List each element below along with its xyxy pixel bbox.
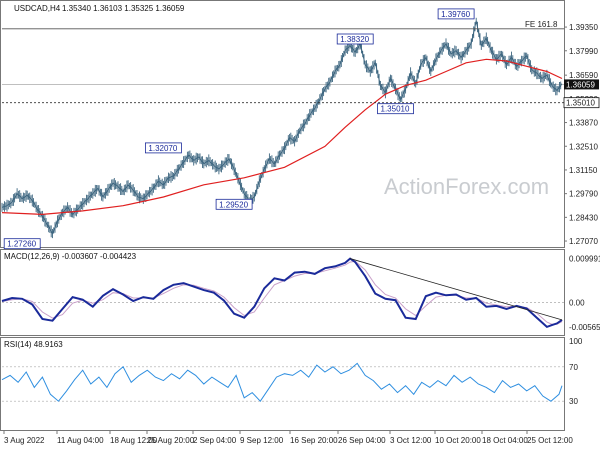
x-tick-label: 9 Sep 12:00 [240,436,284,445]
price-y-tick-label: 1.31150 [569,166,598,175]
price-series [1,20,563,235]
fe-level-label: FE 161.8 [525,20,558,29]
price-level-box [437,8,475,20]
price-level-box [144,142,182,154]
price-y-tick-label: 1.29790 [569,190,598,199]
rsi-y-tick-label: 30 [569,397,578,406]
rsi-y-tick-label: 100 [569,337,583,346]
price-level-box [3,238,41,250]
price-level-box [336,33,374,45]
watermark: ActionForex.com [384,174,549,199]
price-plot [1,17,564,239]
price-y-tick-label: 1.33870 [569,119,598,128]
price-level-marker: 1.35010 [377,103,414,115]
price-level-marker: 1.39760 [437,8,475,20]
rsi-y-tick-label: 70 [569,363,578,372]
rsi-panel-frame [0,337,565,431]
x-tick-label: 16 Sep 20:00 [290,436,338,445]
current-price-label: 1.36059 [566,80,595,89]
price-y-tick-label: 1.32510 [569,142,598,151]
macd-plot [1,257,564,329]
x-tick-label: 2 Sep 04:00 [193,436,237,445]
price-level-label: 1.38320 [340,35,369,44]
symbol-label: USDCAD,H4 [14,4,61,13]
price-level-label: 1.39760 [441,10,470,19]
price-y-tick-label: 1.27070 [569,237,598,246]
support-price-label: 1.35010 [566,99,595,108]
x-tick-label: 26 Sep 04:00 [338,436,386,445]
x-tick-label: 25 Oct 12:00 [527,436,573,445]
macd-y-axis: 0.009991 0.00 -0.005651 [569,255,600,332]
price-level-marker: 1.32070 [144,142,182,154]
current-price-tag: 1.36059 [564,79,599,90]
price-y-tick-label: 1.39350 [569,23,598,32]
x-tick-label: 3 Aug 2022 [4,436,45,445]
x-tick-label: 3 Oct 12:00 [390,436,432,445]
macd-trendline [349,258,563,321]
macd-y-tick-label: 0.00 [569,298,585,307]
price-y-tick-label: 1.36590 [569,71,598,80]
price-level-box [377,103,414,115]
macd-line [1,257,563,329]
price-level-label: 1.35010 [381,105,410,114]
price-level-label: 1.29520 [219,200,248,209]
macd-y-tick-label: 0.009991 [569,255,600,264]
price-panel-frame [0,0,565,248]
price-level-marker: 1.29520 [215,198,253,210]
price-level-box [215,198,253,210]
rsi-y-axis: 100 70 30 [569,337,583,406]
rsi-plot [1,362,564,402]
price-level-marker: 1.38320 [336,33,374,45]
price-level-marker: 1.27260 [3,238,41,250]
macd-title: MACD(12,26,9) -0.003607 -0.004423 [4,252,137,261]
x-tick-label: 25 Aug 20:00 [147,436,195,445]
price-y-axis: 1.393501.379901.365901.352301.338701.325… [564,23,598,246]
price-y-tick-label: 1.28430 [569,213,598,222]
macd-y-tick-label: -0.005651 [569,323,600,332]
rsi-title: RSI(14) 48.9163 [4,340,63,349]
x-tick-label: 10 Oct 20:00 [435,436,481,445]
rsi-line [1,362,563,402]
x-tick-label: 18 Oct 04:00 [482,436,528,445]
x-tick-label: 11 Aug 04:00 [57,436,104,445]
support-price-tag: 1.35010 [563,97,600,109]
price-y-tick-label: 1.37990 [569,47,598,56]
support-price-box [563,97,600,109]
current-price-box [564,79,599,90]
price-level-label: 1.27260 [7,240,36,249]
moving-average-line [1,58,563,216]
price-level-label: 1.32070 [148,144,177,153]
ohlc-header: 1.35340 1.36103 1.35325 1.36059 [62,4,185,13]
macd-panel-frame [0,249,565,336]
x-tick-label: 18 Aug 12:00 [110,436,158,445]
price-levels: 1.39760 1.38320 1.35010 1.32070 1.29520 1.272… [3,8,475,250]
